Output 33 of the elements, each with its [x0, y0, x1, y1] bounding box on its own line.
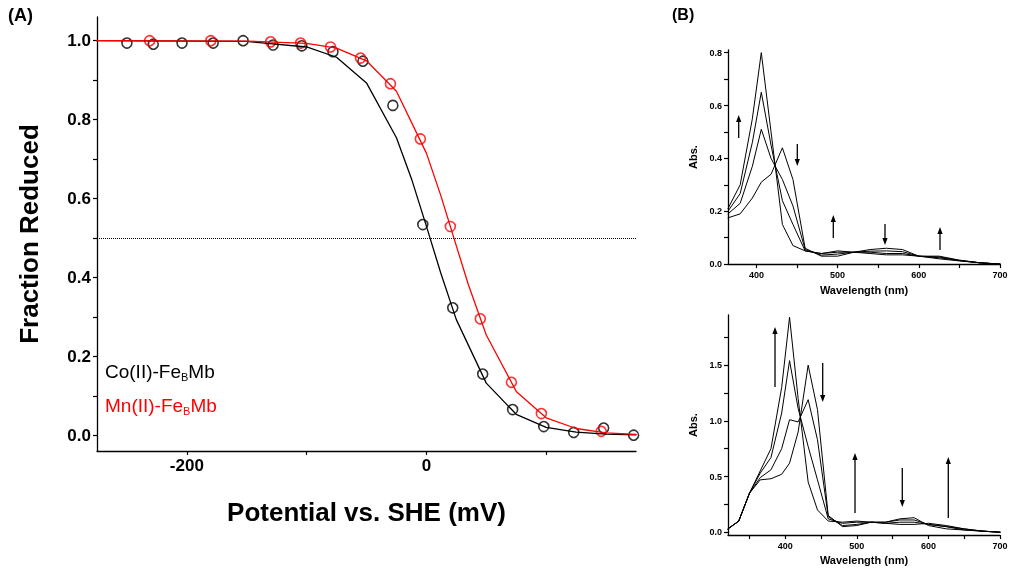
y-tick-label: 0.8 [709, 47, 722, 58]
y-tick-label: 1.5 [709, 360, 722, 371]
text: (B) [672, 5, 695, 23]
x-tick-label: 500 [849, 540, 865, 551]
y-tick-label: 0.4 [709, 153, 722, 164]
y-axis-title: Abs. [687, 413, 700, 437]
y-tick-label: 0.6 [67, 188, 91, 208]
x-tick-label: 600 [911, 269, 927, 280]
x-tick-label: 700 [992, 540, 1008, 551]
x-axis-title: Wavelength (nm) [819, 554, 909, 567]
y-tick-label: 0.5 [709, 471, 722, 482]
y-tick-label: 0.0 [67, 425, 91, 445]
text: (A) [8, 5, 33, 25]
x-tick-label: 400 [748, 269, 764, 280]
y-tick-label: 0.2 [709, 206, 722, 217]
y-tick-label: 0.2 [67, 346, 91, 366]
y-tick-label: 0.6 [709, 100, 722, 111]
x-tick-label: -200 [169, 456, 204, 475]
x-tick-label: 700 [992, 269, 1008, 280]
x-tick-label: 0 [421, 456, 432, 475]
y-tick-label: 0.8 [67, 110, 91, 130]
x-axis-title: Potential vs. SHE (mV) [227, 497, 506, 527]
x-axis-title: Wavelength (nm) [819, 283, 909, 296]
x-tick-label: 600 [920, 540, 936, 551]
y-tick-label: 0.0 [709, 527, 722, 538]
y-tick-label: 0.0 [709, 259, 722, 270]
y-tick-label: 1.0 [709, 415, 722, 426]
y-axis-title: Fraction Reduced [14, 124, 44, 344]
x-tick-label: 400 [777, 540, 793, 551]
y-axis-title: Abs. [687, 145, 700, 169]
y-tick-label: 0.4 [67, 267, 92, 287]
x-tick-label: 500 [830, 269, 846, 280]
y-tick-label: 1.0 [67, 31, 91, 51]
